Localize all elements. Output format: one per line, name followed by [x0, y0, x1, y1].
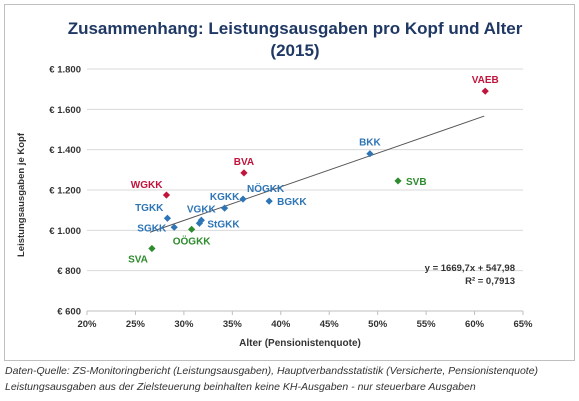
data-point-label: KGKK [210, 192, 240, 203]
y-tick-label: € 1.800 [49, 65, 81, 76]
x-tick-label: 35% [223, 319, 243, 330]
x-tick-label: 55% [417, 319, 437, 330]
chart-title-line1: Zusammenhang: Leistungsausgaben pro Kopf… [68, 19, 523, 38]
data-point [162, 191, 171, 199]
x-tick-label: 65% [513, 319, 533, 330]
source-note: Daten-Quelle: ZS-Monitoringbericht (Leis… [5, 365, 539, 377]
x-tick-label: 45% [320, 319, 340, 330]
data-point-label: BGKK [277, 197, 307, 208]
x-tick-label: 25% [126, 319, 146, 330]
data-point-label: OÖGKK [173, 234, 212, 247]
data-point [148, 244, 156, 253]
data-point-label: NÖGKK [247, 182, 285, 195]
data-point-label: SGKK [137, 223, 167, 234]
y-tick-label: € 600 [57, 307, 81, 318]
data-point-label: StGKK [207, 219, 240, 230]
data-point [394, 177, 402, 185]
y-tick-label: € 1.400 [49, 145, 81, 156]
y-tick-label: € 1.200 [49, 186, 81, 197]
scatter-chart: Zusammenhang: Leistungsausgaben pro Kopf… [16, 19, 533, 349]
y-tick-label: € 1.000 [49, 226, 81, 237]
x-tick-label: 60% [465, 319, 485, 330]
x-tick-label: 30% [174, 319, 194, 330]
y-tick-label: € 1.600 [49, 105, 81, 116]
y-tick-label: € 800 [57, 266, 81, 277]
data-point [188, 225, 196, 233]
data-point [195, 219, 203, 227]
data-point [220, 204, 229, 212]
data-point [240, 169, 248, 177]
data-point-label: VGKK [187, 204, 217, 215]
data-point-label: BVA [234, 157, 254, 168]
x-axis-label: Alter (Pensionistenquote) [239, 338, 361, 349]
x-tick-label: 50% [368, 319, 388, 330]
data-point [170, 223, 178, 231]
y-axis-label: Leistungsausgaben je Kopf [16, 132, 27, 257]
trend-equation: y = 1669,7x + 547,98 [425, 263, 515, 274]
chart-frame: Zusammenhang: Leistungsausgaben pro Kopf… [4, 4, 575, 361]
data-point-label: SVA [128, 254, 148, 265]
chart-title-line2: (2015) [270, 41, 319, 60]
data-point [239, 195, 247, 203]
data-point-label: BKK [359, 138, 381, 149]
data-point-label: WGKK [131, 180, 163, 191]
data-point [163, 214, 172, 222]
data-point [265, 197, 273, 205]
x-tick-label: 40% [271, 319, 291, 330]
data-point [366, 150, 374, 158]
trend-r-squared: R² = 0,7913 [465, 276, 515, 287]
trend-line [149, 115, 485, 233]
source-note-remark: Leistungsausgaben aus der Zielsteuerung … [5, 381, 476, 393]
data-point-label: SVB [406, 177, 427, 188]
x-tick-label: 20% [77, 319, 97, 330]
data-point-label: TGKK [135, 203, 164, 214]
data-point [481, 87, 489, 95]
data-point-label: VAEB [472, 75, 499, 86]
